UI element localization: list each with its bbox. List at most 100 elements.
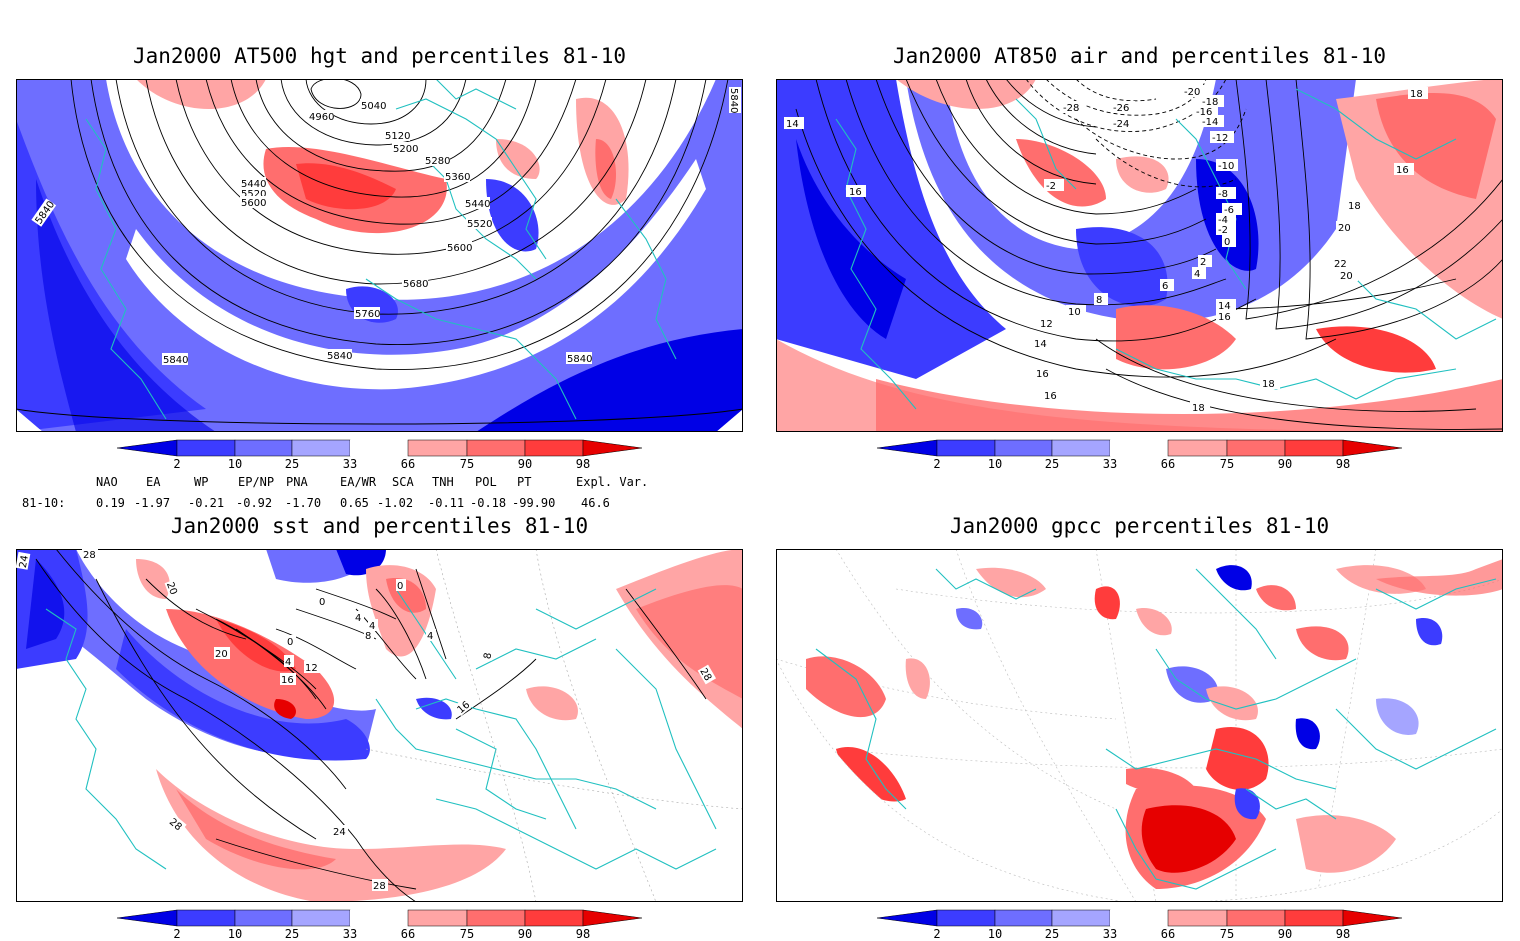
contour-label: 5360: [445, 172, 470, 183]
colorbar-segment: [234, 439, 293, 457]
contour-label: -24: [1113, 119, 1129, 130]
colorbar-segment: [117, 439, 178, 457]
contour-label: 28: [373, 881, 386, 892]
index-value: -0.11: [428, 496, 465, 510]
contour-label: -14: [1202, 117, 1218, 128]
colorbar-segment: [524, 439, 584, 457]
contour-label: 5200: [393, 144, 418, 155]
contour-label: 22: [1334, 259, 1347, 270]
colorbar-tick-label: 2: [933, 457, 941, 471]
colorbar-segment: [350, 440, 408, 456]
contour-label: -20: [1184, 87, 1200, 98]
colorbar-segment: [1284, 909, 1344, 927]
colorbar-segment: [582, 439, 642, 457]
colorbar-tick-label: 25: [1044, 927, 1060, 941]
panel-title-gpcc: Jan2000 gpcc percentiles 81-10: [949, 514, 1330, 538]
index-value: -1.70: [285, 496, 322, 510]
map-panel-hgt: 5840 4960 5040 5120 5200 5280 5360 5440 …: [16, 79, 743, 432]
contour-label: 8: [365, 631, 371, 642]
contour-label: 12: [1040, 319, 1053, 330]
colorbar-tick-label: 10: [987, 457, 1003, 471]
colorbar-tick-label: 33: [1102, 457, 1118, 471]
colorbar-tick-label: 33: [1102, 927, 1118, 941]
colorbar-segment: [994, 439, 1053, 457]
colorbar-segment: [1226, 909, 1286, 927]
contour-label: 12: [305, 663, 318, 674]
colorbar-segment: [466, 439, 526, 457]
contour-label: 5840: [163, 355, 188, 366]
contour-label: 18: [1192, 403, 1205, 414]
colorbar-tick-label: 90: [1277, 457, 1293, 471]
contour-label: 5840: [567, 354, 592, 365]
colorbar-sst: 2 10 25 33 66 75 90 98: [117, 909, 642, 941]
panel-title-air: Jan2000 AT850 air and percentiles 81-10: [892, 44, 1387, 68]
colorbar-air: 2 10 25 33 66 75 90 98: [877, 439, 1402, 475]
colorbar-tick-label: 66: [400, 927, 416, 941]
colorbar-tick-label: 75: [1219, 457, 1235, 471]
colorbar-tick-label: 33: [342, 457, 358, 471]
contour-label: -6: [1224, 205, 1234, 216]
colorbar-segment: [407, 909, 468, 927]
contour-label: 14: [786, 119, 799, 130]
contour-label: 16: [1218, 312, 1231, 323]
colorbar-segment: [936, 439, 996, 457]
contour-label: -16: [1196, 107, 1212, 118]
colorbar-segment: [117, 909, 178, 927]
colorbar-tick-label: 90: [517, 457, 533, 471]
contour-label: -12: [1212, 133, 1228, 144]
colorbar-tick-label: 33: [342, 927, 358, 941]
contour-label: 20: [1340, 271, 1353, 282]
contour-label: 5840: [327, 351, 352, 362]
colorbar-gpcc: 2 10 25 33 66 75 90 98: [877, 909, 1402, 941]
contour-label: -10: [1218, 161, 1234, 172]
colorbar-hgt: 2 10 25 33 66 75 90 98: [117, 439, 642, 475]
contour-label: 18: [1348, 201, 1361, 212]
index-headers: NAO EA WP EP/NP PNA EA/WR SCA TNH POL PT Expl. Var…: [0, 475, 700, 491]
colorbar-segment: [936, 909, 996, 927]
colorbar-segment: [582, 909, 642, 927]
colorbar-tick-label: 66: [1160, 457, 1176, 471]
panel-title-sst: Jan2000 sst and percentiles 81-10: [170, 514, 589, 538]
contour-label: 0: [287, 637, 293, 648]
contour-label: 20: [164, 581, 179, 597]
contour-label: -4: [1218, 215, 1228, 226]
colorbar-segment: [1110, 910, 1168, 926]
contour-label: 20: [1338, 223, 1351, 234]
contour-label: 16: [849, 187, 862, 198]
colorbar-tick-label: 75: [459, 457, 475, 471]
colorbar-tick-label: 75: [459, 927, 475, 941]
contour-label: 8: [482, 652, 494, 660]
colorbar-segment: [291, 439, 351, 457]
contour-label: -8: [1218, 189, 1228, 200]
colorbar-segment: [407, 439, 468, 457]
contour-label: 16: [281, 675, 294, 686]
index-value: -0.21: [188, 496, 225, 510]
contour-label: 4: [355, 613, 361, 624]
index-header: EA/WR: [340, 475, 377, 489]
contour-label: 4: [369, 621, 375, 632]
contour-label: 2: [1200, 257, 1206, 268]
colorbar-segment: [1342, 439, 1402, 457]
colorbar-segment: [1167, 439, 1228, 457]
contour-label: 6: [1162, 281, 1168, 292]
contour-label: 5520: [241, 189, 266, 200]
colorbar-segment: [877, 439, 938, 457]
colorbar-tick-label: 98: [1335, 927, 1351, 941]
index-header: Expl. Var.: [576, 475, 649, 489]
contour-label: 8: [1096, 295, 1102, 306]
colorbar-segment: [1110, 440, 1168, 456]
colorbar-tick-label: 2: [933, 927, 941, 941]
index-value: -0.18: [470, 496, 507, 510]
contour-label: -18: [1202, 97, 1218, 108]
colorbar-segment: [994, 909, 1053, 927]
colorbar-tick-label: 2: [173, 927, 181, 941]
colorbar-tick-label: 25: [284, 927, 300, 941]
colorbar-tick-label: 2: [173, 457, 181, 471]
index-row-label: 81-10:: [22, 496, 66, 510]
index-value: 46.6: [581, 496, 610, 510]
contour-label: 20: [215, 649, 228, 660]
colorbar-segment: [1051, 439, 1111, 457]
contour-label: 5520: [467, 219, 492, 230]
colorbar-segment: [1167, 909, 1228, 927]
index-value: -1.97: [134, 496, 171, 510]
